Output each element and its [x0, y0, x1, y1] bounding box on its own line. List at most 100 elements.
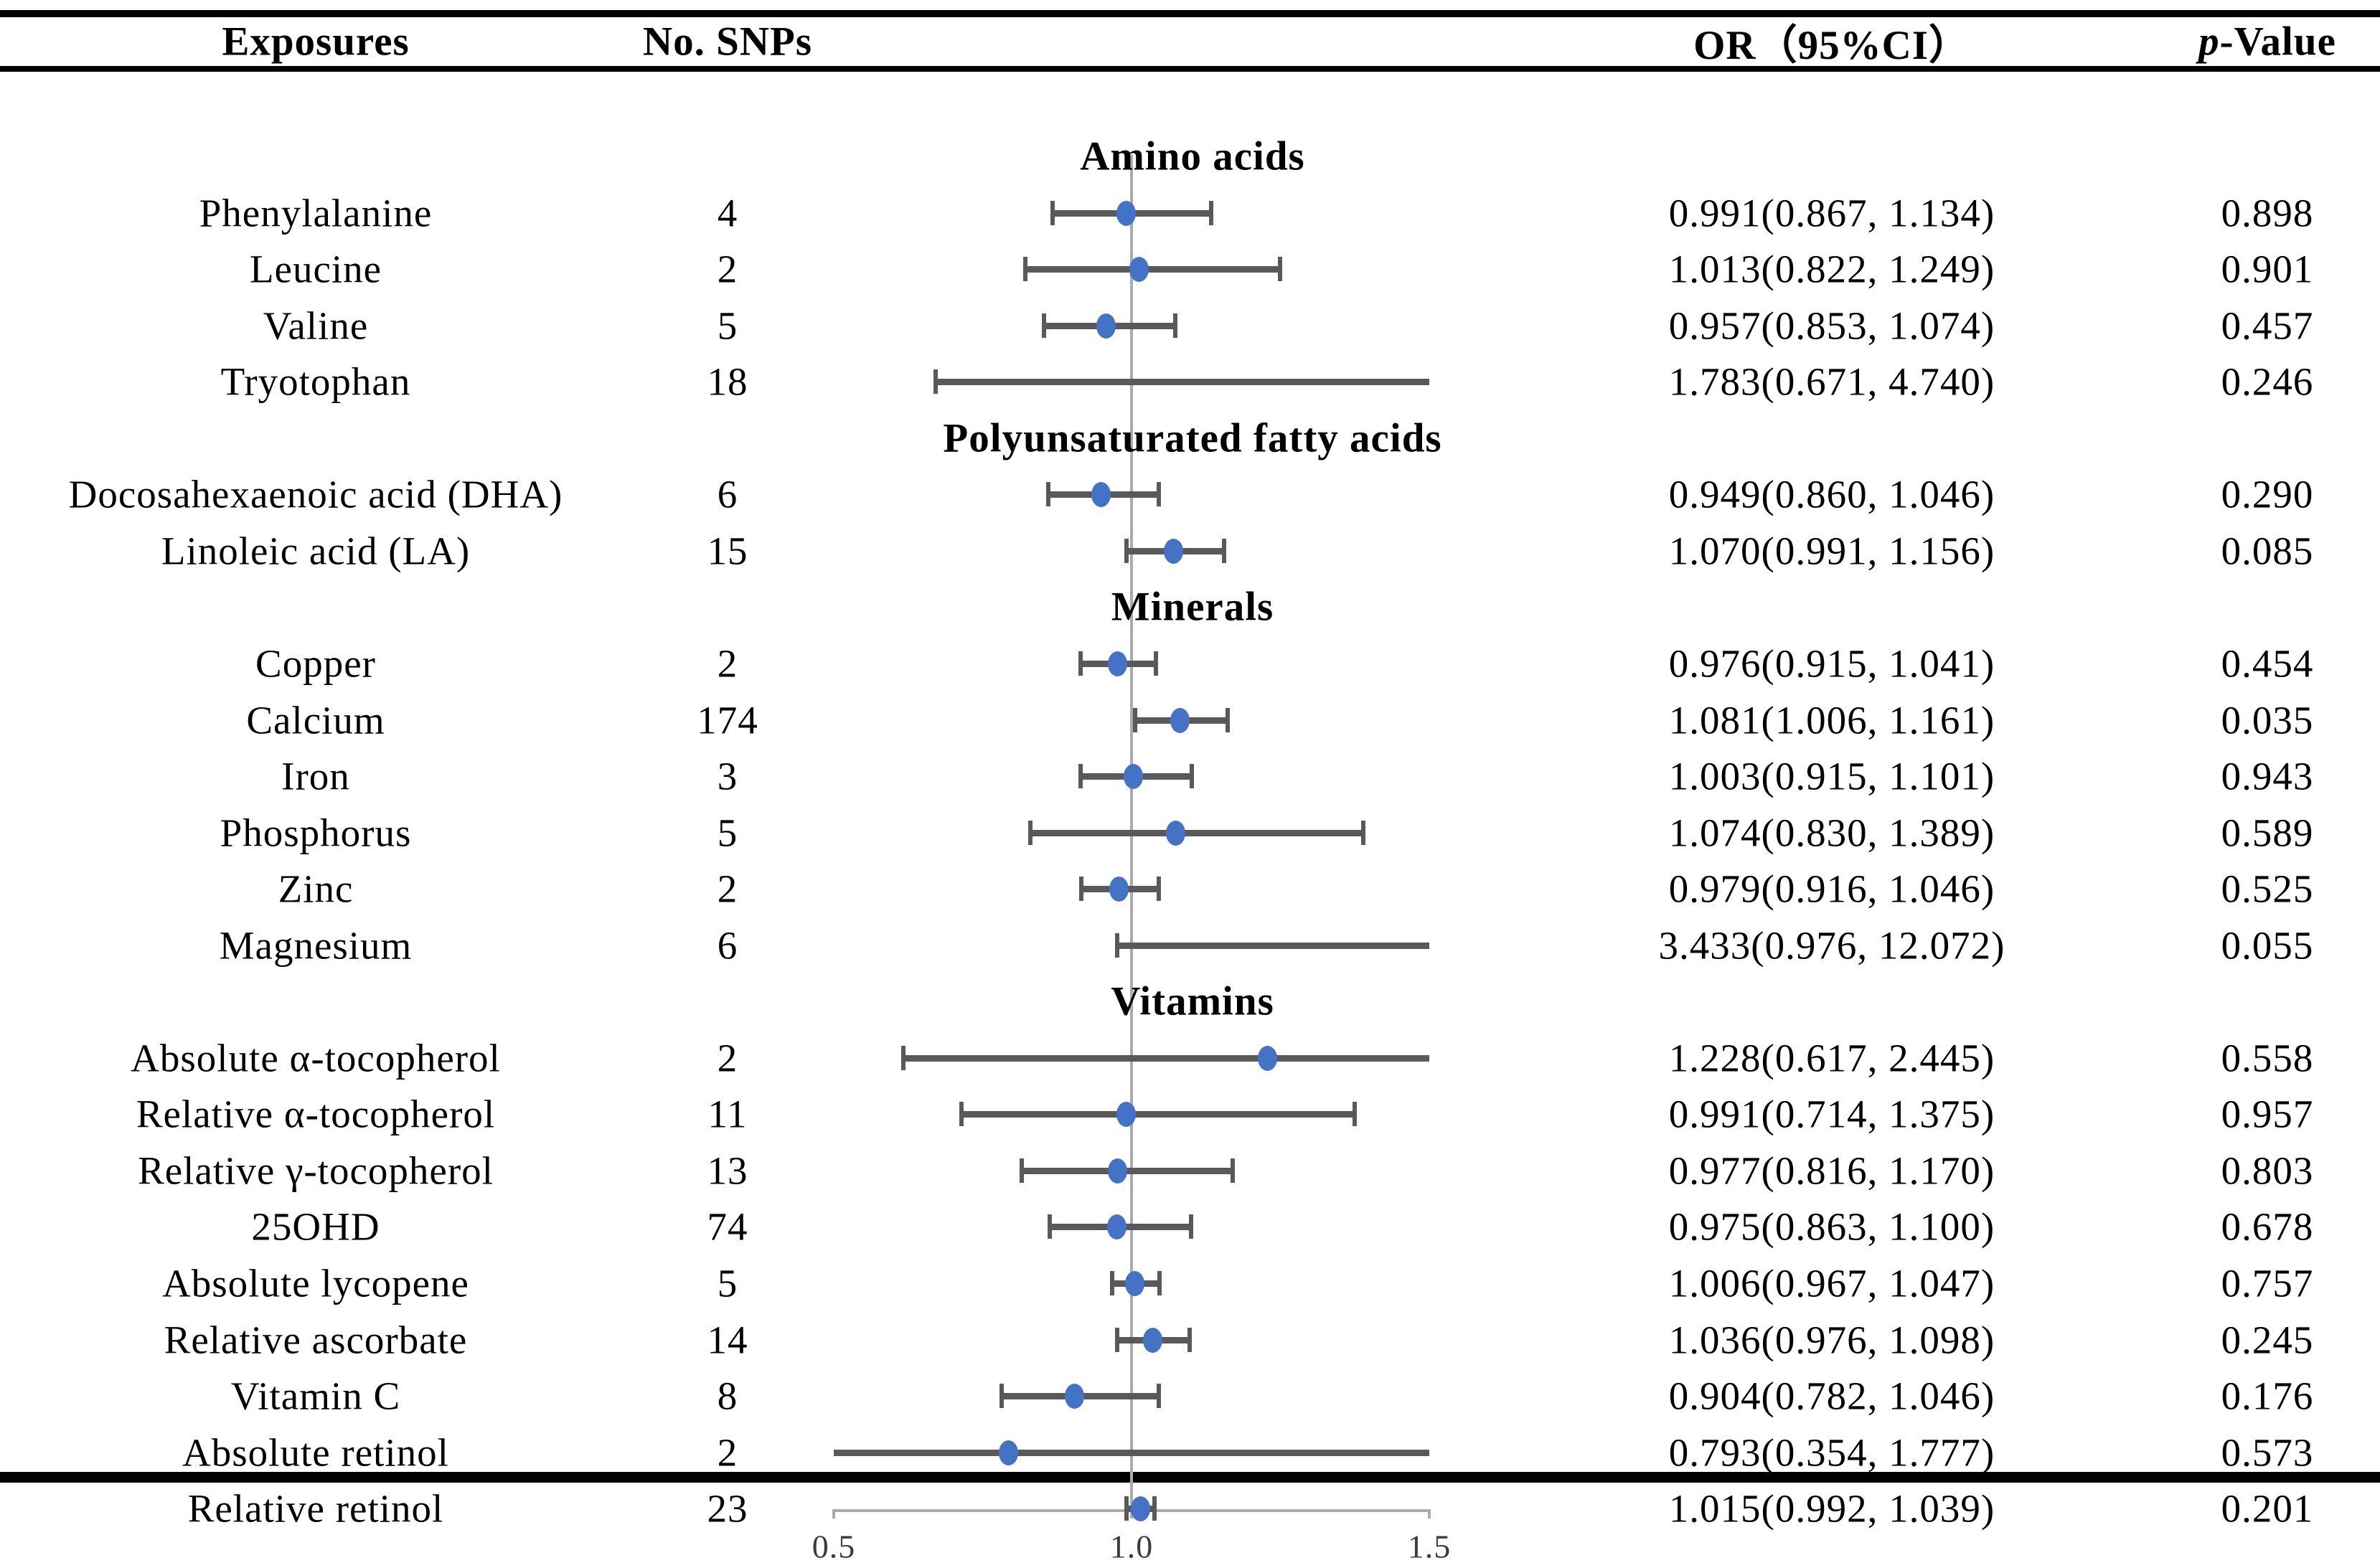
exposure-label: Valine [263, 303, 369, 348]
snp-count: 3 [717, 754, 738, 798]
or-point [1116, 1101, 1137, 1127]
snp-count: 6 [717, 472, 738, 516]
ci-cap-left [1078, 764, 1083, 788]
ci-bar [834, 1449, 1429, 1456]
snp-count: 174 [697, 698, 758, 742]
snp-count: 2 [717, 866, 738, 911]
or-point [1123, 763, 1143, 789]
or-point [1130, 1496, 1150, 1521]
ci-cap-left [1045, 482, 1050, 506]
ci-cap-left [1132, 708, 1137, 732]
snp-count: 5 [717, 811, 738, 855]
ci-cap-left [1041, 313, 1046, 338]
exposure-label: 25OHD [251, 1204, 380, 1249]
or-point [1163, 538, 1183, 564]
exposure-label: Iron [281, 754, 350, 798]
exposure-label: Leucine [249, 247, 382, 291]
p-value: 0.457 [2221, 303, 2314, 348]
snp-count: 2 [717, 1036, 738, 1080]
or-ci-value: 0.975(0.863, 1.100) [1668, 1204, 1995, 1249]
ci-bar [935, 378, 1429, 385]
ci-bar [961, 1110, 1355, 1118]
p-value: 0.245 [2221, 1318, 2314, 1362]
or-ci-value: 0.977(0.816, 1.170) [1668, 1148, 1995, 1193]
or-ci-value: 0.949(0.860, 1.046) [1668, 472, 1995, 516]
or-point [1091, 481, 1111, 507]
or-ci-value: 1.228(0.617, 2.445) [1668, 1036, 1995, 1080]
x-axis-tick-label: 1.5 [1407, 1528, 1452, 1565]
ci-cap-left [1023, 257, 1028, 281]
ci-cap-right [1157, 1271, 1162, 1295]
ci-cap-left [1115, 1328, 1120, 1352]
ci-cap-right [1189, 764, 1194, 788]
snp-count: 2 [717, 1430, 738, 1475]
or-ci-value: 1.006(0.967, 1.047) [1668, 1261, 1995, 1305]
p-value-italic-p: p [2198, 19, 2220, 65]
p-value: 0.558 [2221, 1036, 2314, 1080]
exposure-label: Relative retinol [187, 1486, 444, 1531]
ci-cap-left [1079, 877, 1084, 901]
ci-cap-right [1157, 1384, 1162, 1408]
or-ci-value: 1.081(1.006, 1.161) [1668, 698, 1995, 742]
snp-count: 14 [707, 1318, 748, 1362]
or-ci-value: 0.991(0.714, 1.375) [1668, 1092, 1995, 1136]
p-value: 0.901 [2221, 247, 2314, 291]
or-ci-value: 0.904(0.782, 1.046) [1668, 1374, 1995, 1418]
section-header: Minerals [1111, 584, 1274, 630]
column-header-snps: No. SNPs [642, 19, 813, 65]
p-value: 0.678 [2221, 1204, 2314, 1249]
or-point [1165, 820, 1185, 846]
column-header-exposures: Exposures [222, 19, 410, 65]
exposure-label: Relative γ-tocopherol [138, 1148, 494, 1193]
ci-cap-left [933, 369, 938, 394]
or-point [1170, 707, 1190, 733]
or-ci-value: 1.074(0.830, 1.389) [1668, 811, 1995, 855]
or-point [1116, 200, 1137, 226]
p-value-rest: -Value [2219, 19, 2336, 65]
ci-cap-right [1154, 651, 1159, 676]
top-rule [0, 10, 2380, 17]
ci-cap-left [1078, 651, 1083, 676]
ci-cap-left [999, 1384, 1005, 1408]
or-point [1257, 1045, 1277, 1071]
p-value: 0.943 [2221, 754, 2314, 798]
ci-cap-right [1173, 313, 1178, 338]
snp-count: 74 [707, 1204, 748, 1249]
snp-count: 5 [717, 303, 738, 348]
ci-cap-left [1048, 1214, 1053, 1239]
x-axis-tick-label: 0.5 [812, 1528, 856, 1565]
ci-cap-right [1225, 708, 1230, 732]
column-header-or-ci: OR（95%CI） [1693, 23, 1970, 68]
p-value: 0.246 [2221, 359, 2314, 404]
ci-cap-right [1152, 1496, 1157, 1521]
exposure-label: Copper [255, 641, 376, 686]
snp-count: 8 [717, 1374, 738, 1418]
ci-cap-left [901, 1046, 906, 1070]
ci-cap-left [1109, 1271, 1114, 1295]
or-point [1064, 1383, 1084, 1409]
p-value: 0.085 [2221, 529, 2314, 573]
ci-cap-right [1157, 877, 1162, 901]
snp-count: 4 [717, 191, 738, 235]
p-value: 0.176 [2221, 1374, 2314, 1418]
or-point [1106, 1214, 1126, 1239]
ci-cap-left [1027, 821, 1033, 845]
snp-count: 2 [717, 641, 738, 686]
x-axis-tick-label: 1.0 [1109, 1528, 1154, 1565]
exposure-label: Vitamin C [230, 1374, 401, 1418]
snp-count: 2 [717, 247, 738, 291]
p-value: 0.803 [2221, 1148, 2314, 1193]
snp-count: 13 [707, 1148, 748, 1193]
or-point [1125, 1270, 1145, 1296]
ci-cap-left [1124, 1496, 1129, 1521]
p-value: 0.573 [2221, 1430, 2314, 1475]
or-point [1096, 313, 1116, 339]
exposure-label: Zinc [278, 866, 354, 911]
or-point [1129, 256, 1149, 282]
ci-cap-left [1115, 933, 1120, 958]
bottom-rule [0, 1472, 2380, 1483]
snp-count: 15 [707, 529, 748, 573]
p-value: 0.454 [2221, 641, 2314, 686]
ci-cap-right [1353, 1102, 1358, 1126]
